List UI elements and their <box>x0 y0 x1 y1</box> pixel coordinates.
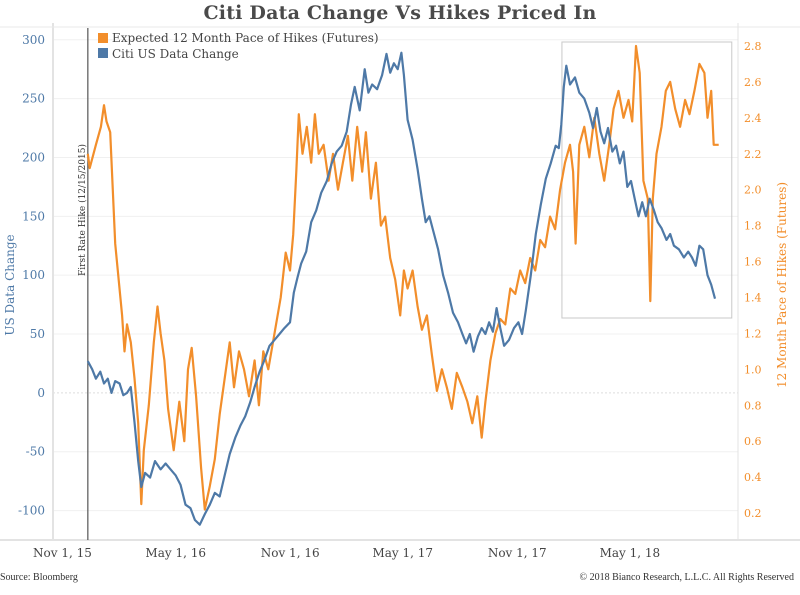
chart-title: Citi Data Change Vs Hikes Priced In <box>203 2 597 24</box>
highlight-box-rect <box>561 41 733 319</box>
series-layer <box>86 44 719 526</box>
legend-swatch-citi <box>98 48 108 58</box>
highlight-box <box>561 41 733 319</box>
left-tick-label: -100 <box>18 504 45 518</box>
right-tick-label: 2.0 <box>744 184 762 197</box>
legend-label-citi: Citi US Data Change <box>112 47 239 61</box>
left-tick-label: 100 <box>22 268 45 282</box>
gridlines <box>53 39 738 512</box>
x-tick-label: Nov 1, 17 <box>488 546 547 560</box>
right-tick-label: 1.0 <box>744 363 762 376</box>
left-tick-label: 0 <box>37 386 45 400</box>
legend-swatch-hikes <box>98 33 108 43</box>
x-tick-label: Nov 1, 16 <box>261 546 320 560</box>
left-tick-label: 150 <box>22 209 45 223</box>
left-tick-label: 50 <box>30 327 45 341</box>
x-tick-label: May 1, 17 <box>372 546 433 560</box>
x-tick-label: May 1, 16 <box>145 546 206 560</box>
left-tick-label: 300 <box>22 33 45 47</box>
left-tick-label: -50 <box>26 445 45 459</box>
right-tick-label: 2.6 <box>744 76 762 89</box>
right-tick-label: 1.8 <box>744 220 762 233</box>
legend-label-hikes: Expected 12 Month Pace of Hikes (Futures… <box>112 31 379 45</box>
left-axis-title: US Data Change <box>3 234 17 335</box>
left-tick-label: 250 <box>22 92 45 106</box>
x-tick-label: Nov 1, 15 <box>33 546 92 560</box>
right-tick-label: 2.8 <box>744 40 762 53</box>
first-rate-hike-label: First Rate Hike (12/15/2015) <box>77 144 88 276</box>
right-tick-label: 0.8 <box>744 399 762 412</box>
x-axis-ticks: Nov 1, 15 May 1, 16 Nov 1, 16 May 1, 17 Nov … <box>33 546 660 560</box>
right-axis-ticks: 0.2 0.4 0.6 0.8 1.0 1.2 1.4 1.6 1.8 2.0 2.2 2.4 2.6 2… <box>744 40 762 520</box>
left-tick-label: 200 <box>22 150 45 164</box>
right-tick-label: 0.4 <box>744 471 762 484</box>
right-tick-label: 1.4 <box>744 291 762 304</box>
series-line-citi <box>86 51 717 526</box>
copyright-note: © 2018 Bianco Research, L.L.C. All Right… <box>579 572 794 583</box>
plot-frame <box>0 23 800 541</box>
series-line-hikes <box>86 44 719 511</box>
right-tick-label: 0.6 <box>744 435 762 448</box>
first-rate-hike-marker: First Rate Hike (12/15/2015) <box>77 28 89 540</box>
legend: Expected 12 Month Pace of Hikes (Futures… <box>98 31 379 61</box>
right-tick-label: 1.6 <box>744 256 762 269</box>
right-tick-label: 2.4 <box>744 112 762 125</box>
x-tick-label: May 1, 18 <box>600 546 661 560</box>
line-chart: First Rate Hike (12/15/2015) -100 -50 0 50 1… <box>0 23 800 560</box>
right-tick-label: 2.2 <box>744 148 762 161</box>
left-axis-ticks: -100 -50 0 50 100 150 200 250 300 <box>18 33 45 518</box>
source-note: Source: Bloomberg <box>0 572 78 583</box>
right-tick-label: 1.2 <box>744 327 762 340</box>
right-axis-title: 12 Month Pace of Hikes (Futures) <box>775 182 789 388</box>
right-tick-label: 0.2 <box>744 507 762 520</box>
